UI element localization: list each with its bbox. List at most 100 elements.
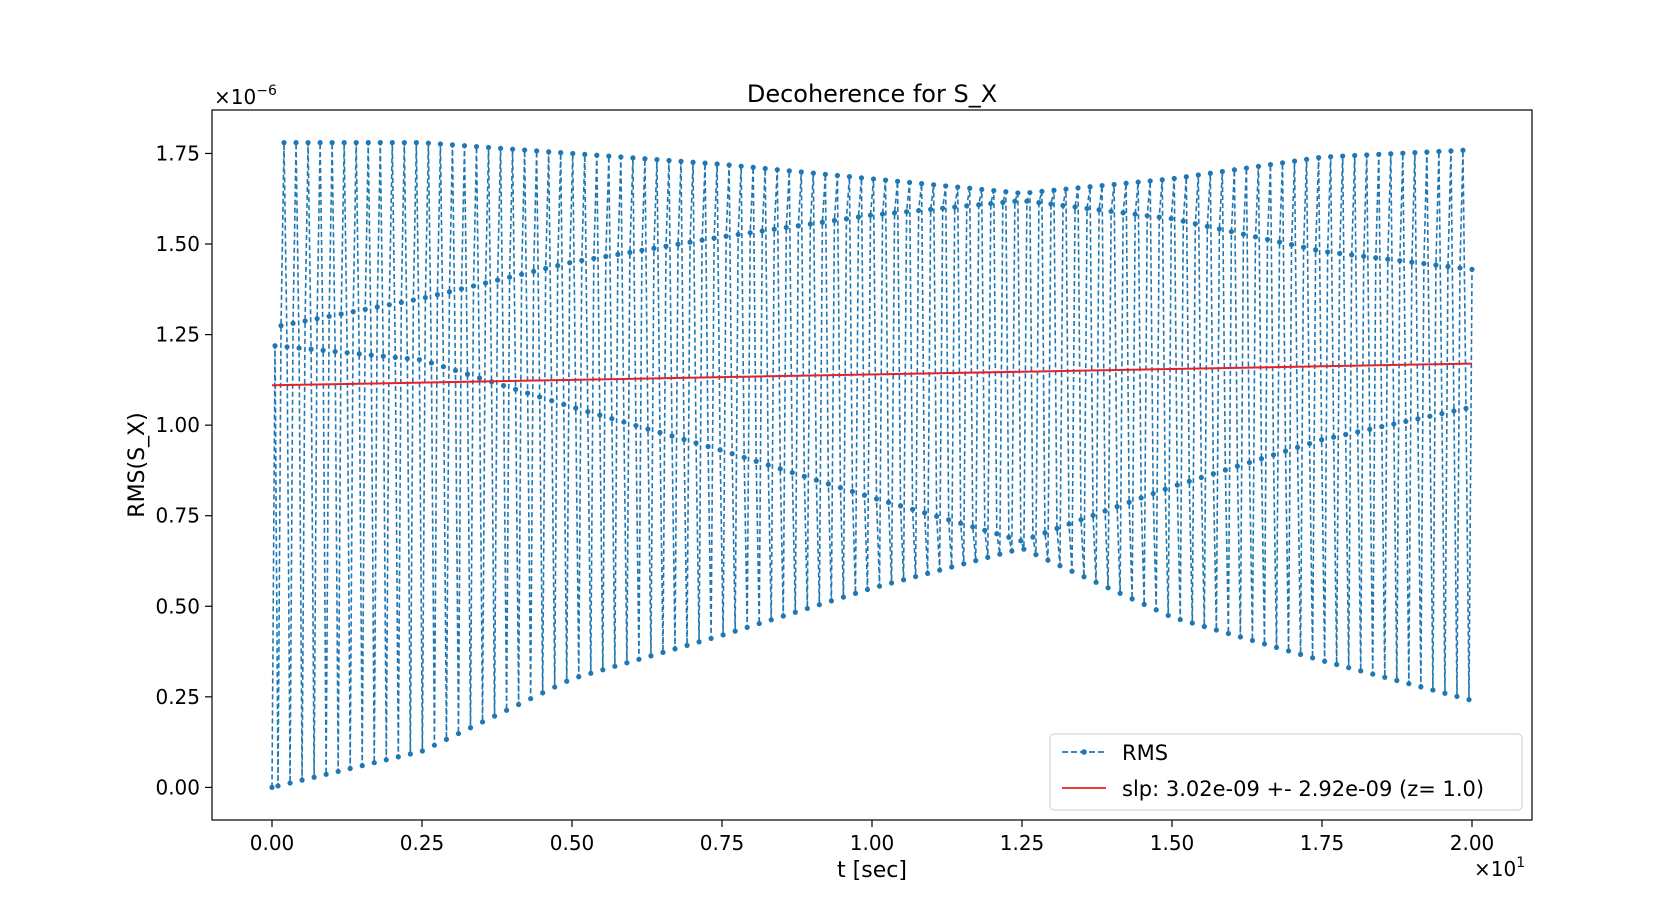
series-rms-point <box>428 360 434 366</box>
series-rms-point <box>997 551 1003 557</box>
series-rms-point <box>1469 266 1475 272</box>
series-rms-point <box>1340 153 1346 159</box>
series-rms-point <box>982 527 988 533</box>
series-rms-point <box>1135 179 1141 185</box>
series-rms-point <box>906 179 913 186</box>
series-rms-point <box>798 169 804 175</box>
x-tick-label: 0.75 <box>700 831 745 855</box>
series-rms-point <box>1105 585 1111 591</box>
series-rms-point <box>994 531 1000 537</box>
series-rms-point <box>1159 177 1165 183</box>
series-rms-point <box>528 696 534 702</box>
series-rms-point <box>1343 431 1349 438</box>
series-rms-point <box>642 156 648 162</box>
series-rms-point <box>675 241 681 247</box>
series-rms-point <box>762 165 768 172</box>
series-rms-point <box>1322 658 1328 664</box>
series-rms-point <box>1400 150 1406 156</box>
series-rms-point <box>774 167 780 173</box>
series-rms-point <box>500 382 507 389</box>
series-rms-point <box>879 211 886 217</box>
series-rms-point <box>293 140 299 146</box>
series-rms-point <box>401 140 407 146</box>
series-rms-point <box>1027 189 1033 196</box>
series-rms-point <box>639 247 645 253</box>
legend-frame <box>1049 733 1523 811</box>
series-rms-point <box>943 183 949 189</box>
series-rms-point <box>1051 187 1057 193</box>
series-rms-point <box>1391 421 1397 427</box>
series-rms-point <box>1096 207 1102 213</box>
x-tick-label: 1.50 <box>1150 831 1195 855</box>
series-rms-point <box>1210 471 1216 477</box>
series-rms-point <box>870 176 877 182</box>
series-rms-point <box>473 143 480 150</box>
series-rms-point <box>1421 260 1427 267</box>
series-rms-point <box>1382 674 1388 680</box>
series-rms-point <box>654 157 660 163</box>
series-rms-point <box>1168 215 1174 222</box>
series-rms-point <box>621 419 627 425</box>
series-rms-point <box>1165 612 1171 619</box>
series-rms-point <box>916 207 922 214</box>
series-rms-point <box>855 214 862 220</box>
series-rms-point <box>964 203 970 209</box>
series-rms-point <box>570 150 576 157</box>
series-rms-point <box>1186 478 1192 484</box>
x-axis: 0.00 0.25 0.50 0.75 1.00 1.25 1.50 1.75 2.00 <box>250 820 1494 855</box>
series-rms-point <box>1075 185 1081 191</box>
series-rms-point <box>1000 199 1006 206</box>
series-rms-point <box>1436 148 1442 155</box>
series-rms-point <box>347 765 353 772</box>
series-rms-point <box>470 283 477 289</box>
series-rms-point <box>1246 459 1253 466</box>
y-tick-label: 1.25 <box>155 323 200 347</box>
series-rms-point <box>1033 552 1039 558</box>
y-tick-label: 0.25 <box>155 685 200 709</box>
series-rms-point <box>1279 160 1286 166</box>
series-rms-point <box>723 233 729 239</box>
series-rms-point <box>711 235 717 241</box>
series-rms-point <box>1132 211 1138 217</box>
series-rms-point <box>1219 168 1225 175</box>
series-rms-point <box>1141 601 1147 607</box>
series-rms-point <box>383 757 389 763</box>
series-rms-point <box>747 230 753 236</box>
series-rms-point <box>690 159 696 165</box>
series-rms-point <box>888 580 895 586</box>
y-axis-label: RMS(S_X) <box>125 412 150 517</box>
series-rms-point <box>1442 690 1448 696</box>
series-rms-point <box>804 605 810 612</box>
x-tick-label: 0.25 <box>400 831 445 855</box>
series-rms-point <box>913 573 919 580</box>
series-rms-point <box>1072 204 1078 210</box>
series-rms-point <box>900 577 907 583</box>
series-rms-point <box>1093 579 1099 585</box>
series-rms-point <box>594 152 600 158</box>
series-rms-point <box>1373 255 1379 261</box>
series-rms-point <box>1057 563 1063 569</box>
series-rms-point <box>1195 172 1201 178</box>
series-rms-point <box>693 440 699 446</box>
series-fit-line <box>271 362 1473 387</box>
series-rms-point <box>1361 253 1367 259</box>
series-rms-point <box>329 140 335 146</box>
series-rms-point <box>1216 226 1222 232</box>
series-rms-point <box>1243 165 1250 171</box>
series-rms-point <box>937 567 943 573</box>
y-tick-label: 1.75 <box>155 141 200 165</box>
series-rms-point <box>1084 205 1090 212</box>
series-rms-point <box>819 219 825 225</box>
series-rms-point <box>795 223 801 229</box>
series-rms-point <box>744 624 750 630</box>
series-rms-point <box>970 524 976 530</box>
series-rms-point <box>1087 184 1093 190</box>
series-rms-point <box>491 713 498 719</box>
series-rms-point <box>422 294 428 301</box>
series-rms-point <box>940 205 946 211</box>
series-rms-point <box>1364 152 1370 158</box>
series-rms-point <box>395 754 401 760</box>
series-rms-point <box>522 147 528 153</box>
series-rms-point <box>681 436 687 443</box>
series-rms-point <box>735 231 741 238</box>
